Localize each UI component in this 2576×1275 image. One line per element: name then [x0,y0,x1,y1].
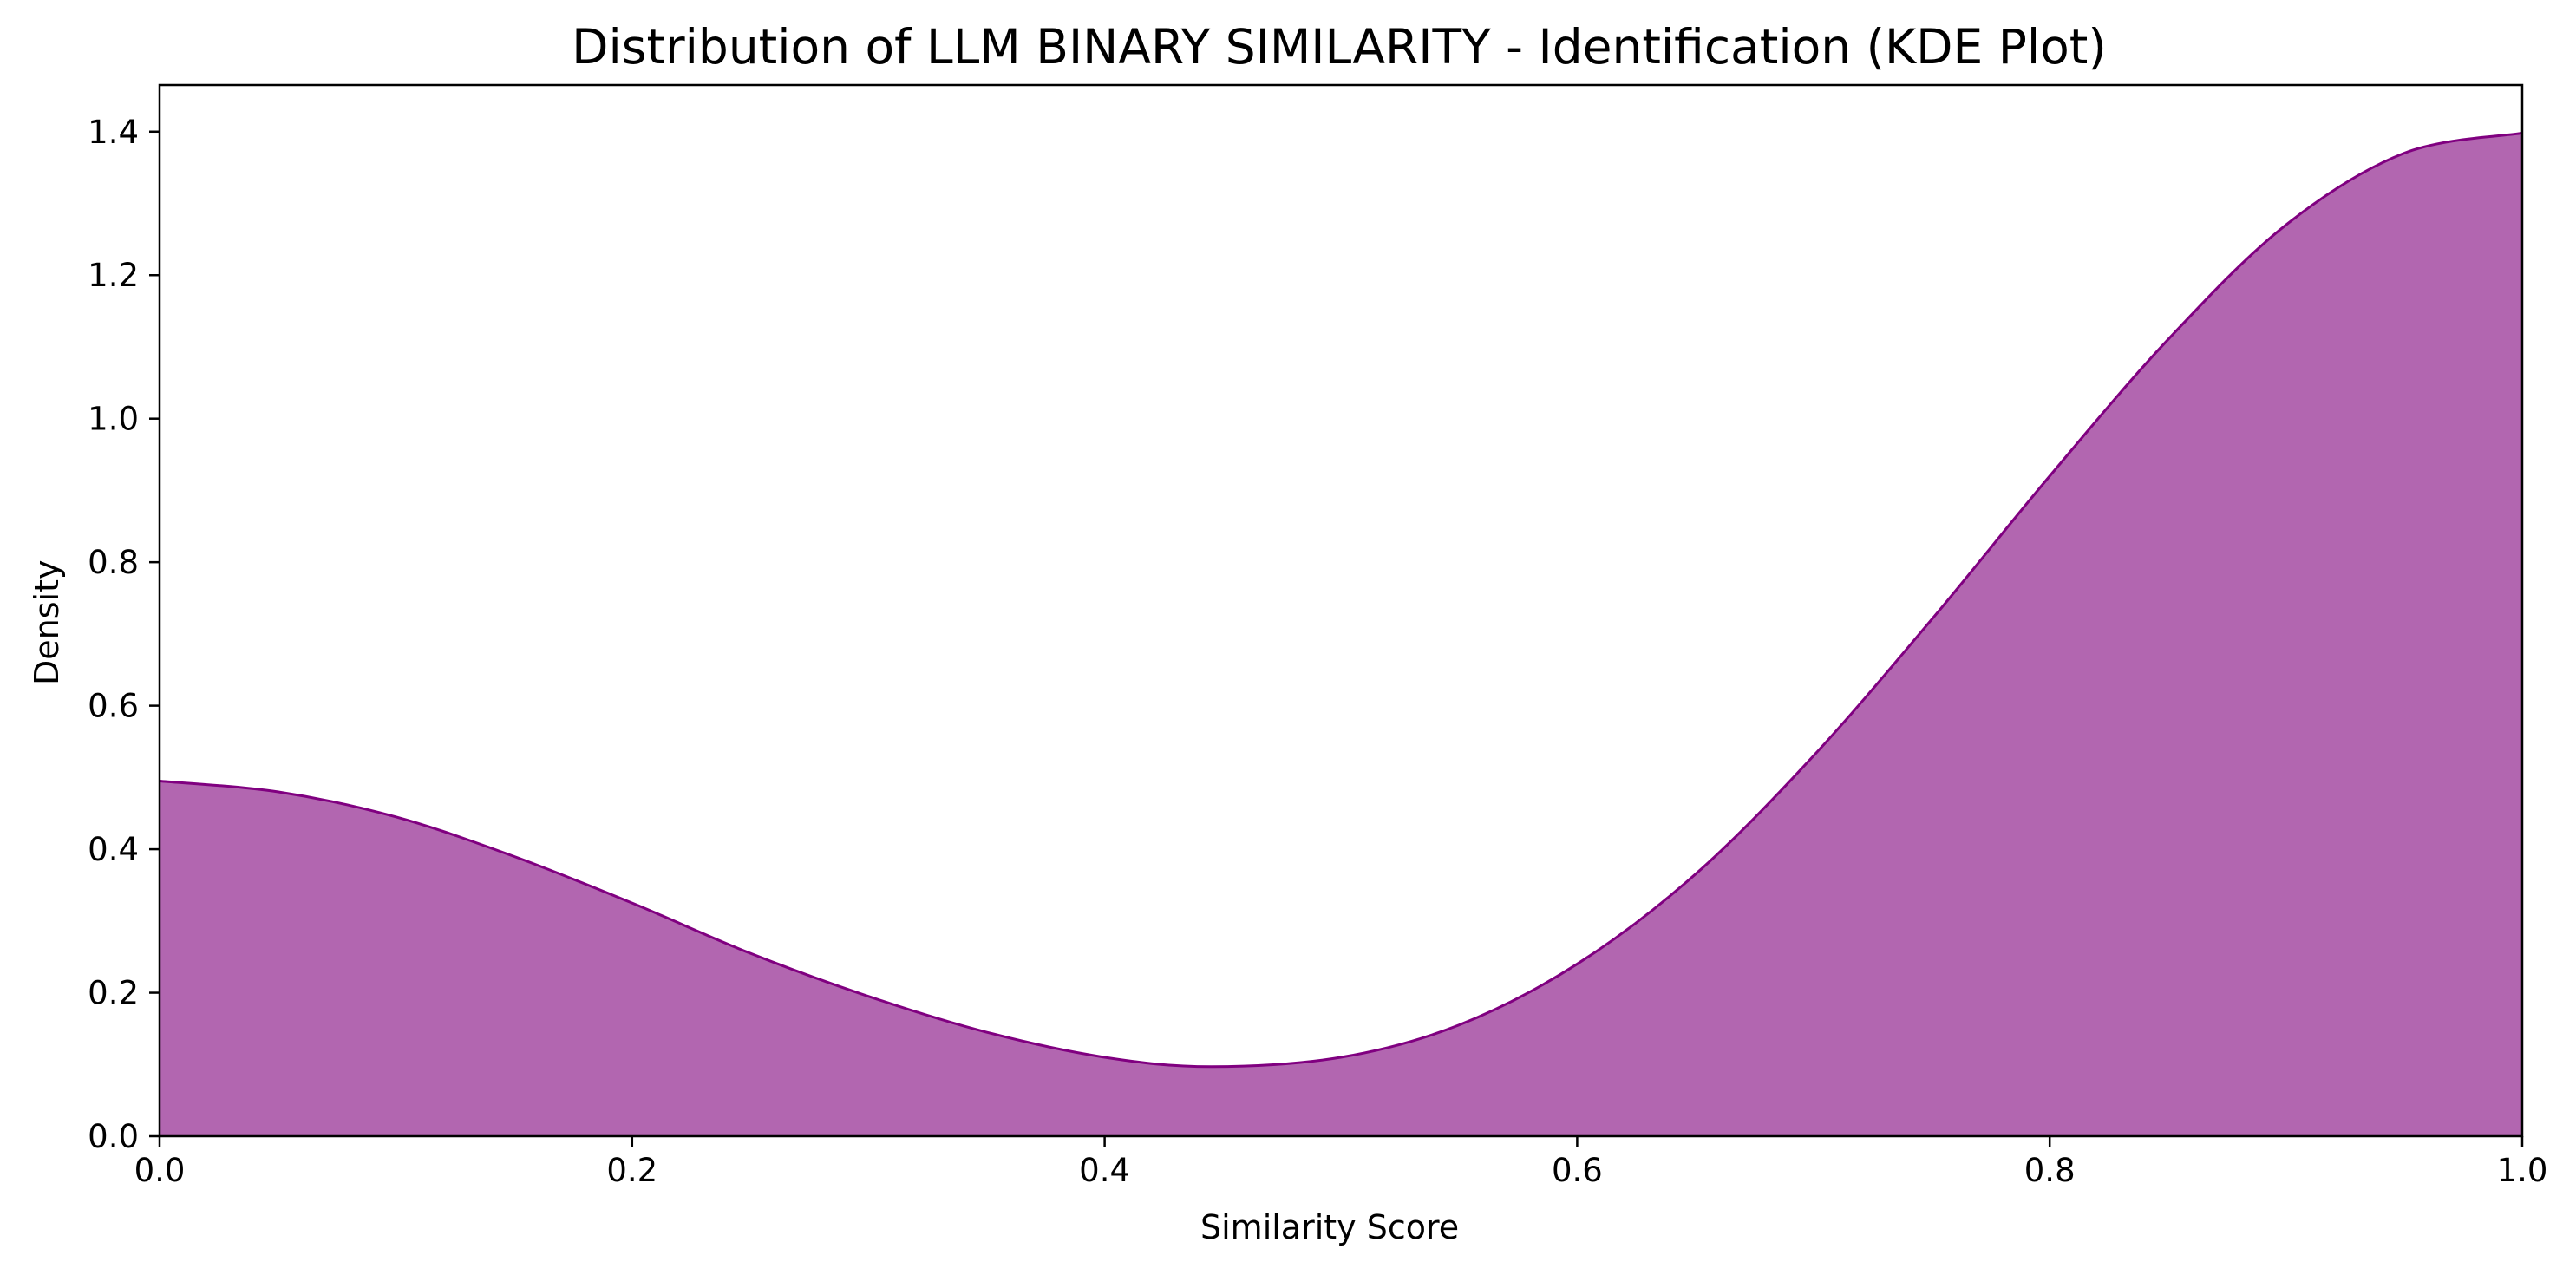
y-tick-label: 0.0 [88,1118,139,1155]
density-area [160,133,2522,1137]
density-line [159,131,2523,1069]
chart-title: Distribution of LLM BINARY SIMILARITY - … [572,19,2107,75]
x-tick-label: 0.6 [1552,1152,1603,1189]
x-tick-label: 0.0 [134,1152,186,1189]
x-axis-label: Similarity Score [1200,1208,1460,1246]
x-tick-label: 1.0 [2497,1152,2548,1189]
y-tick-label: 0.4 [88,831,139,868]
y-axis-label: Density [28,559,66,685]
y-tick-label: 0.6 [88,688,139,725]
y-tick-label: 1.4 [88,114,139,151]
y-tick-label: 1.0 [88,401,139,438]
x-tick-label: 0.2 [606,1152,657,1189]
x-tick-label: 0.8 [2024,1152,2076,1189]
density-marks [159,131,2523,1137]
y-tick-label: 0.8 [88,544,139,581]
y-tick-label: 1.2 [88,257,139,294]
axes-frame [158,83,2524,1138]
axes: 0.0 0.2 0.4 0.6 0.8 1.0 0.0 0.2 0.4 0.6 0.8 1.0 1.2 1… [88,83,2548,1189]
y-tick-label: 0.2 [88,975,139,1012]
x-tick-label: 0.4 [1079,1152,1130,1189]
